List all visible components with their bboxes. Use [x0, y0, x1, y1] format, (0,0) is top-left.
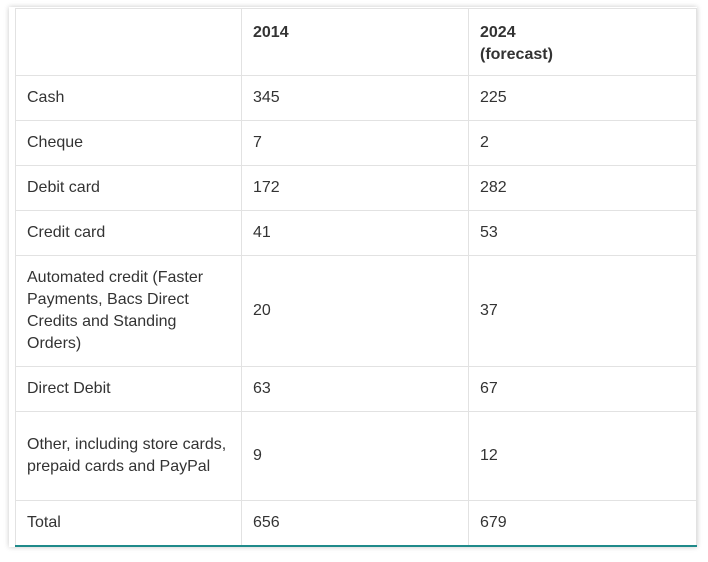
- header-empty-cell: [15, 8, 242, 76]
- table-row: Debit card 172 282: [15, 165, 697, 211]
- value-2024: 12: [468, 411, 697, 501]
- table-row: Other, including store cards, prepaid ca…: [15, 411, 697, 501]
- value-2024: 67: [468, 366, 697, 412]
- header-2024: 2024 (forecast): [468, 8, 697, 76]
- row-label: Other, including store cards, prepaid ca…: [15, 411, 242, 501]
- value-2014: 172: [241, 165, 469, 211]
- value-2014: 41: [241, 210, 469, 256]
- table-row: Cash 345 225: [15, 75, 697, 121]
- value-2014: 20: [241, 255, 469, 367]
- total-row: Total 656 679: [15, 500, 697, 547]
- value-2024: 282: [468, 165, 697, 211]
- value-2014: 7: [241, 120, 469, 166]
- row-label: Cash: [15, 75, 242, 121]
- value-2024: 2: [468, 120, 697, 166]
- row-label: Automated credit (Faster Payments, Bacs …: [15, 255, 242, 367]
- payments-table: 2014 2024 (forecast) Cash 345 225 Cheque …: [15, 8, 697, 547]
- table-row: Automated credit (Faster Payments, Bacs …: [15, 255, 697, 367]
- row-label: Debit card: [15, 165, 242, 211]
- row-label: Total: [15, 500, 242, 547]
- value-2024: 53: [468, 210, 697, 256]
- header-2024-forecast: (forecast): [480, 46, 553, 63]
- value-2024: 37: [468, 255, 697, 367]
- header-row: 2014 2024 (forecast): [15, 8, 697, 76]
- header-2024-year: 2024: [480, 24, 516, 41]
- header-2014: 2014: [241, 8, 469, 76]
- value-2014: 656: [241, 500, 469, 547]
- value-2024: 679: [468, 500, 697, 547]
- row-label: Direct Debit: [15, 366, 242, 412]
- value-2014: 9: [241, 411, 469, 501]
- value-2014: 345: [241, 75, 469, 121]
- row-label: Cheque: [15, 120, 242, 166]
- table-row: Credit card 41 53: [15, 210, 697, 256]
- row-label: Credit card: [15, 210, 242, 256]
- table-row: Direct Debit 63 67: [15, 366, 697, 412]
- table-row: Cheque 7 2: [15, 120, 697, 166]
- value-2024: 225: [468, 75, 697, 121]
- value-2014: 63: [241, 366, 469, 412]
